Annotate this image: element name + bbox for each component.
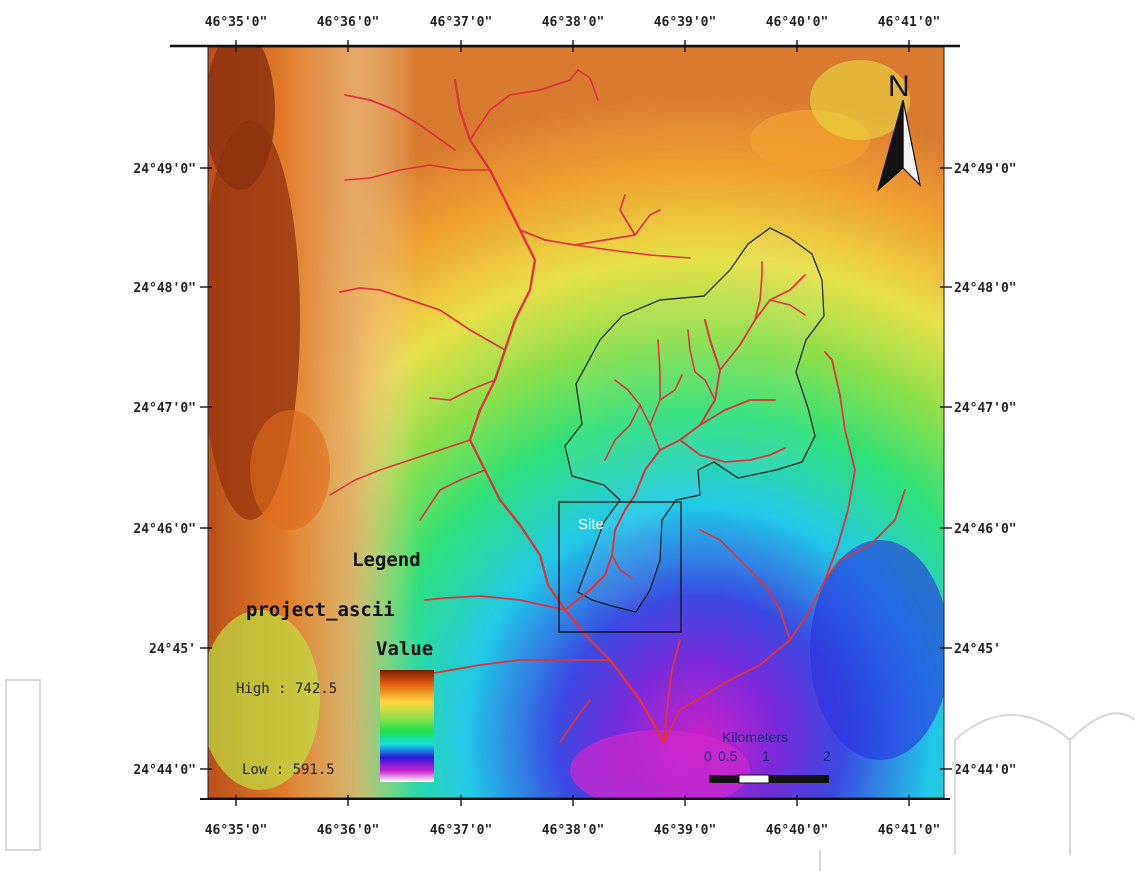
north-label: N (888, 70, 910, 103)
scale-label-0-5: 0.5 (718, 748, 738, 764)
legend-layer: project_ascii (246, 599, 395, 621)
legend-field: Value (376, 638, 433, 660)
north-arrow-icon: N (876, 70, 921, 192)
legend-color-ramp (380, 670, 434, 782)
lat-label-left: 24°47'0" (133, 401, 196, 416)
lon-label-bottom: 46°38'0" (542, 823, 605, 838)
lon-label-top: 46°36'0" (317, 15, 380, 30)
scale-bar: Kilometers 0 0.5 1 2 (704, 729, 831, 784)
scale-units: Kilometers (722, 729, 788, 745)
watermark-logo (5, 679, 1135, 871)
river-network (329, 69, 906, 744)
lat-label-left: 24°44'0" (133, 763, 196, 778)
lon-label-bottom: 46°35'0" (205, 823, 268, 838)
lon-label-bottom: 46°39'0" (654, 823, 717, 838)
lon-label-bottom: 46°40'0" (766, 823, 829, 838)
graticule-labels: 46°35'0" 46°35'0" 46°36'0" 46°36'0" 46°37'0"… (133, 15, 1016, 838)
legend-high: High : 742.5 (236, 681, 337, 697)
lat-label-right: 24°46'0" (954, 522, 1017, 537)
lat-label-left: 24°46'0" (133, 522, 196, 537)
lat-label-right: 24°44'0" (954, 763, 1017, 778)
scale-label-0: 0 (704, 748, 712, 764)
lat-label-left: 24°45' (149, 642, 196, 657)
site-box (558, 501, 682, 633)
legend: Legend project_ascii Value High : 742.5 … (236, 549, 434, 782)
scale-label-1: 1 (762, 748, 770, 764)
lon-label-top: 46°38'0" (542, 15, 605, 30)
watershed-boundary (564, 227, 825, 613)
lon-label-bottom: 46°37'0" (430, 823, 493, 838)
legend-low: Low : 591.5 (242, 762, 335, 778)
lon-label-bottom: 46°36'0" (317, 823, 380, 838)
elevation-raster (208, 47, 944, 798)
lat-label-left: 24°49'0" (133, 162, 196, 177)
lon-label-top: 46°41'0" (878, 15, 941, 30)
lat-label-right: 24°47'0" (954, 401, 1017, 416)
scale-label-2: 2 (823, 748, 831, 764)
lon-label-top: 46°35'0" (205, 15, 268, 30)
lon-label-top: 46°39'0" (654, 15, 717, 30)
lon-label-top: 46°37'0" (430, 15, 493, 30)
legend-title: Legend (352, 549, 421, 571)
lat-label-right: 24°48'0" (954, 281, 1017, 296)
graticule-ticks (200, 40, 952, 806)
site-label: Site (578, 516, 604, 533)
lat-label-left: 24°48'0" (133, 281, 196, 296)
lat-label-right: 24°49'0" (954, 162, 1017, 177)
lon-label-bottom: 46°41'0" (878, 823, 941, 838)
lat-label-right: 24°45' (954, 642, 1001, 657)
lon-label-top: 46°40'0" (766, 15, 829, 30)
